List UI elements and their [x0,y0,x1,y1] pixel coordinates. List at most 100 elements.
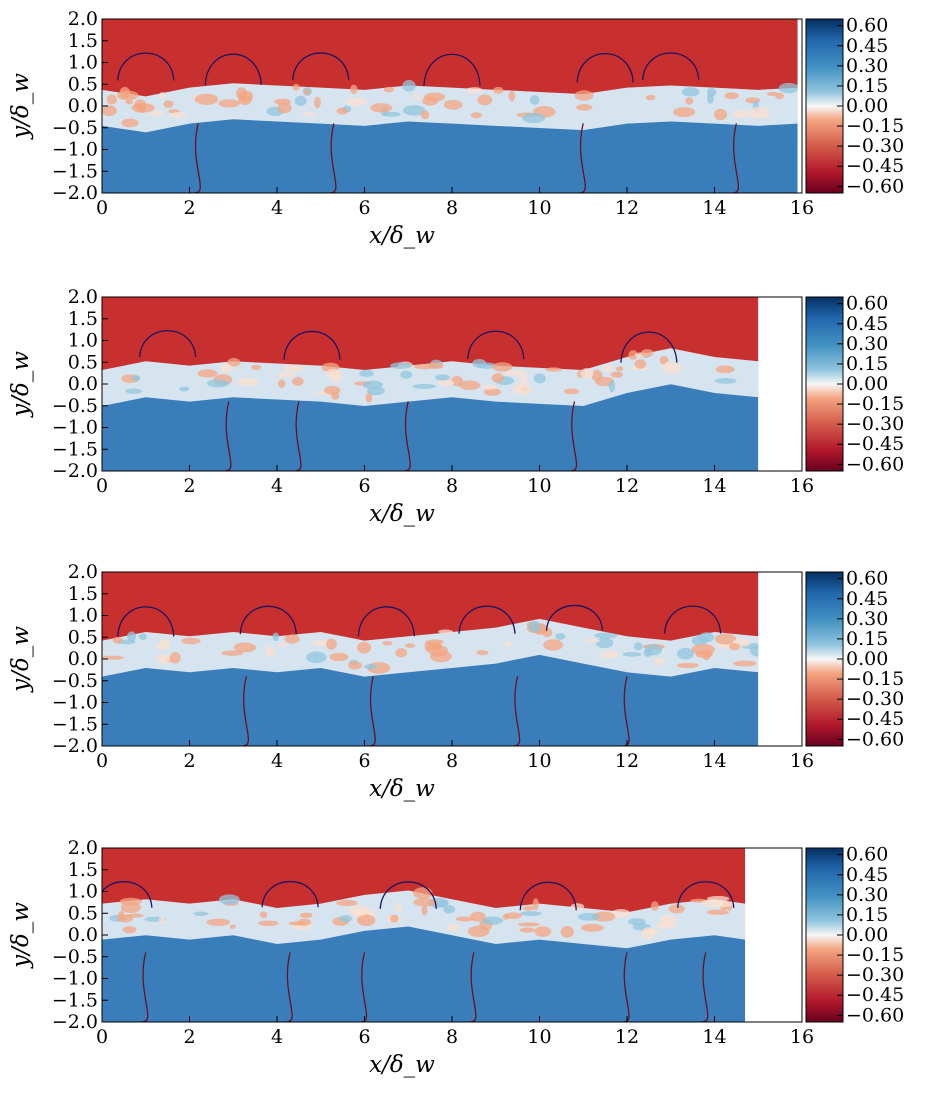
colorbar-tick-label-3-0: 0.60 [846,568,888,590]
eddy-3 [156,643,168,650]
eddy-1 [724,92,739,100]
eddy-2 [715,365,735,374]
eddy-4 [300,912,313,918]
y-tick-label-4-2: 1.0 [68,881,98,903]
eddy-3 [326,638,337,650]
eddy-3 [284,634,300,644]
upper-contour-2-3 [620,331,678,363]
eddy-4 [390,914,399,923]
eddy-1 [707,93,714,104]
x-tick-label-4-5: 10 [527,1026,551,1048]
x-tick-label-3-8: 16 [790,750,814,772]
eddy-1 [383,111,401,117]
x-tick-label-3-3: 6 [358,750,370,772]
eddy-2 [237,377,259,387]
colorbar-tick-label-4-2: 0.30 [846,884,888,906]
eddy-2 [326,368,341,378]
eddy-1 [125,99,134,105]
eddy-4 [297,918,311,926]
upper-contour-1-5 [642,52,700,80]
eddy-3 [424,640,431,652]
eddy-3 [356,641,372,654]
lower-contour-1-3 [732,123,740,193]
eddy-1 [303,88,310,96]
upper-contour-3-2 [357,606,416,637]
eddy-4 [668,904,685,914]
eddy-1 [529,95,540,105]
eddy-4 [122,926,137,934]
eddy-4 [660,914,678,925]
colorbar-tick-label-3-1: 0.45 [846,588,888,610]
colorbar-tick-label-4-1: 0.45 [846,864,888,886]
eddy-1 [148,110,164,117]
x-axis-title-3: x/δ_w [369,776,435,802]
eddy-4 [641,927,655,940]
eddy-4 [258,920,279,927]
eddy-3 [733,660,757,667]
eddy-3 [155,653,171,664]
x-tick-label-3-7: 14 [702,750,726,772]
colorbar-tick-label-4-5: −0.15 [846,944,904,966]
lower-contour-1-0 [194,123,201,193]
colorbar-tick-label-1-8: −0.60 [846,175,904,197]
eddy-1 [116,90,139,101]
eddy-3 [654,657,665,666]
eddy-1 [576,104,593,111]
eddy-2 [206,379,230,388]
eddy-2 [197,369,218,378]
eddy-3 [729,643,741,651]
eddy-3 [272,632,280,642]
eddy-2 [518,374,528,385]
eddy-4 [628,918,646,926]
eddy-1 [383,86,395,93]
eddy-2 [359,369,374,378]
eddy-3 [264,646,276,657]
y-axis-title-2: y/δ_w [8,351,34,418]
y-tick-label-3-5: −0.5 [52,670,98,692]
eddy-2 [476,362,497,369]
eddy-2 [641,349,654,358]
eddy-2 [367,386,385,396]
eddy-4 [519,927,535,933]
eddy-4 [534,926,552,937]
x-tick-label-4-0: 0 [96,1026,108,1048]
y-tick-label-3-7: −1.5 [52,713,98,735]
lower-contour-4-5 [701,952,709,1022]
colorbar-tick-label-1-3: 0.15 [846,75,888,97]
x-axis-title-2: x/δ_w [369,501,435,527]
eddy-1 [345,97,368,106]
eddy-3 [278,642,288,647]
upper-contour-2-2 [467,330,525,360]
x-tick-label-4-8: 16 [790,1026,814,1048]
y-axis-title-4: y/δ_w [8,902,34,969]
x-tick-label-3-5: 10 [527,750,551,772]
colorbar-tick-label-3-6: −0.30 [846,688,904,710]
eddy-2 [533,373,546,384]
eddy-2 [125,388,143,394]
eddy-1 [336,107,348,115]
x-tick-label-3-2: 4 [271,750,283,772]
eddy-4 [532,898,539,911]
eddy-3 [233,642,257,653]
colorbar-tick-label-3-5: −0.15 [846,668,904,690]
eddy-1 [121,118,139,128]
panel-2: 0 2 4 6 8 10 12 14 16 2.01.51.00.50.0−0.5−1.0−1.5… [8,286,904,527]
eddy-3 [633,642,643,651]
x-tick-label-4-6: 12 [615,1026,639,1048]
colorbar-tick-label-2-1: 0.45 [846,313,888,335]
upper-contour-4-4 [677,881,735,908]
y-tick-label-4-5: −0.5 [52,946,98,968]
lower-contour-3-1 [369,676,376,746]
upper-contour-3-5 [663,605,722,634]
x-tick-label-2-3: 6 [358,475,370,497]
y-tick-label-2-2: 1.0 [68,330,98,352]
y-tick-label-3-3: 0.5 [68,626,98,648]
eddy-4 [348,905,369,917]
y-tick-label-2-7: −1.5 [52,438,98,460]
upper-contour-1-3 [423,53,481,86]
eddy-4 [219,894,240,905]
x-tick-label-4-7: 14 [702,1026,726,1048]
eddy-1 [137,103,147,114]
eddy-2 [483,388,501,396]
y-tick-label-1-3: 0.5 [68,73,98,95]
